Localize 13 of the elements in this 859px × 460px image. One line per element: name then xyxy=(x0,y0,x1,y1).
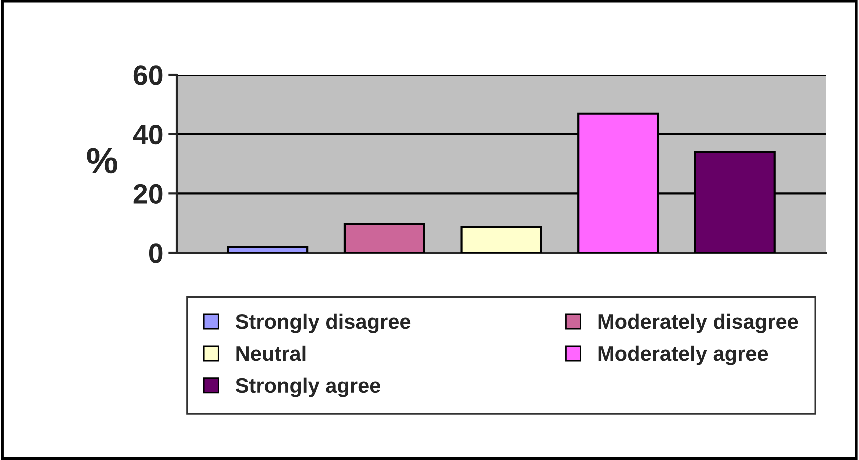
y-tick-label: 0 xyxy=(149,244,163,264)
legend-label: Neutral xyxy=(236,346,306,362)
y-tick-label: 60 xyxy=(134,66,163,86)
y-axis-title: % xyxy=(87,148,118,174)
legend-label: Strongly agree xyxy=(236,378,380,398)
bar xyxy=(460,226,542,253)
bar xyxy=(227,246,309,253)
legend-label: Strongly disagree xyxy=(236,314,411,334)
legend-label: Moderately agree xyxy=(598,346,768,366)
bar xyxy=(344,223,426,253)
y-tick-label: 40 xyxy=(133,125,163,145)
legend-label: Moderately disagree xyxy=(598,314,798,334)
y-tick-label: 20 xyxy=(134,184,163,204)
